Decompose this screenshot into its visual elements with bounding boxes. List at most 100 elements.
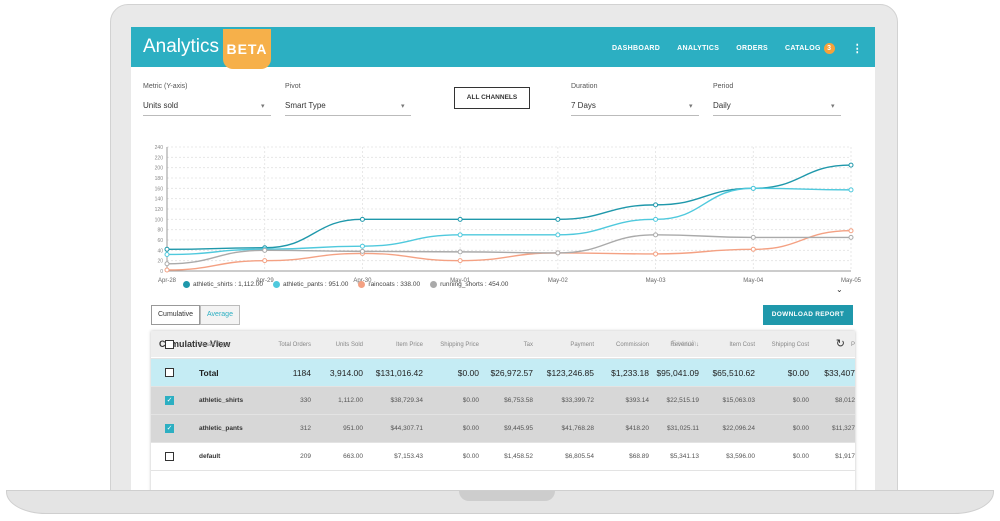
y-tick-label: 100: [155, 217, 164, 223]
legend-item-athletic-pants[interactable]: athletic_pants : 951.00: [272, 281, 349, 288]
row-checkbox[interactable]: ✓: [165, 396, 174, 405]
table-cell: $95,041.09: [656, 368, 699, 378]
column-header: Tax: [523, 342, 533, 348]
table-row[interactable]: default 209 663.00 $7,153.43 $0.00 $1,458.52 $…: [151, 443, 855, 471]
pivot-underline: [285, 115, 411, 116]
y-tick-label: 160: [155, 186, 164, 192]
laptop-frame: Analytics BETA DASHBOARD ANALYTICS ORDER…: [110, 4, 898, 495]
nav-dashboard[interactable]: DASHBOARD: [611, 45, 661, 52]
column-header: Item Price: [395, 342, 423, 348]
legend-label: running_shorts : 454.00: [440, 281, 509, 288]
data-point-raincoats: [262, 258, 268, 264]
table-cell: $0.00: [457, 368, 479, 378]
table-cell: $15,063.03: [722, 397, 755, 404]
x-tick-label: Apr-29: [256, 278, 275, 284]
table-cell: 330: [300, 397, 311, 404]
column-header: Smart Type: [199, 342, 230, 348]
data-point-athletic_pants: [750, 185, 756, 191]
data-point-raincoats: [848, 228, 854, 234]
x-tick-label: May-01: [450, 278, 471, 284]
table-header-bar: Cumulative View Search ↻: [151, 331, 855, 357]
table-row[interactable]: ✓ athletic_pants 312 951.00 $44,307.71 $0.00 $…: [151, 415, 855, 443]
row-label: athletic_pants: [199, 425, 243, 432]
catalog-count-badge: 3: [823, 43, 835, 54]
data-point-raincoats: [653, 251, 659, 257]
more-menu-icon[interactable]: ⋮: [851, 43, 863, 55]
table-cell: $1,458.52: [504, 453, 533, 460]
period-caret-icon[interactable]: ▾: [831, 103, 835, 110]
table-cell: $38,729.34: [390, 397, 423, 404]
legend-swatch: [358, 281, 366, 288]
data-point-athletic_pants: [653, 216, 659, 222]
data-point-athletic_pants: [359, 243, 365, 249]
legend-label: athletic_shirts : 1,112.00: [193, 281, 263, 288]
legend-item-athletic-shirts[interactable]: athletic_shirts : 1,112.00: [183, 281, 263, 288]
table-row[interactable]: ✓ athletic_shirts 330 1,112.00 $38,729.34 $0.…: [151, 387, 855, 415]
all-channels-button[interactable]: ALL CHANNELS: [454, 87, 530, 109]
table-cell: 1184: [292, 368, 311, 378]
data-point-athletic_pants: [555, 232, 561, 238]
table-cell: $68.89: [629, 453, 649, 460]
data-point-raincoats: [164, 267, 170, 273]
x-tick-label: May-03: [646, 278, 667, 284]
row-label: Total: [199, 368, 219, 378]
table-cell: $31,025.11: [666, 425, 699, 432]
row-checkbox[interactable]: ✓: [165, 424, 174, 433]
legend-item-raincoats[interactable]: raincoats : 338.00: [358, 281, 420, 288]
metric-caret-icon[interactable]: ▾: [261, 103, 265, 110]
table-cell: $9,445.95: [504, 425, 533, 432]
cumulative-toggle-button[interactable]: Cumulative: [151, 305, 201, 325]
row-checkbox[interactable]: [165, 452, 174, 461]
nav-catalog-label: CATALOG: [785, 45, 821, 52]
chevron-down-icon[interactable]: ⌄: [836, 285, 843, 294]
pivot-select[interactable]: Smart Type: [285, 101, 326, 110]
app-title: Analytics: [143, 36, 220, 57]
y-tick-label: 180: [155, 176, 164, 182]
column-header: Commission: [615, 342, 649, 348]
laptop-base: [6, 490, 994, 514]
data-point-athletic_shirts: [848, 162, 854, 168]
units-sold-line-chart: 0 20 40 60 80 100 120 140 160 180 200 220 240 Apr-28 A…: [155, 145, 862, 284]
refresh-icon[interactable]: ↻: [835, 338, 845, 350]
chart-legend: athletic_shirts : 1,112.00 athletic_pant…: [183, 281, 508, 288]
table-cell: $0.00: [787, 368, 809, 378]
table-title: Cumulative View: [159, 339, 231, 349]
nav-analytics[interactable]: ANALYTICS: [677, 45, 720, 52]
duration-select[interactable]: 7 Days: [571, 101, 596, 110]
data-point-athletic_shirts: [653, 202, 659, 208]
legend-label: athletic_pants : 951.00: [282, 281, 349, 288]
top-nav: DASHBOARD ANALYTICS ORDERS CATALOG 3 ⋮: [612, 42, 863, 55]
duration-caret-icon[interactable]: ▾: [689, 103, 693, 110]
nav-orders[interactable]: ORDERS: [736, 45, 769, 52]
data-point-athletic_shirts: [457, 216, 463, 222]
table-cell: $33,399.72: [561, 397, 594, 404]
y-tick-label: 40: [157, 248, 163, 254]
row-checkbox[interactable]: [165, 368, 174, 377]
legend-swatch: [183, 281, 190, 288]
column-header: Shipping Price: [440, 342, 479, 348]
data-point-athletic_pants: [164, 251, 170, 257]
table-cell: $3,596.00: [726, 453, 755, 460]
beta-badge: BETA: [223, 29, 271, 69]
table-cell: $0.00: [792, 453, 809, 460]
legend-item-running-shorts[interactable]: running_shorts : 454.00: [430, 281, 508, 288]
series-line-running_shorts: [166, 234, 851, 265]
period-select[interactable]: Daily: [713, 101, 731, 110]
x-tick-label: May-04: [743, 278, 764, 284]
table-cell: $0.00: [462, 397, 479, 404]
table-cell: $0.00: [462, 453, 479, 460]
select-all-checkbox[interactable]: [165, 340, 174, 349]
app-screen: Analytics BETA DASHBOARD ANALYTICS ORDER…: [131, 27, 875, 495]
row-label: athletic_shirts: [199, 397, 244, 404]
y-tick-label: 20: [157, 259, 163, 265]
table-search-input[interactable]: Search: [671, 339, 697, 348]
download-report-button[interactable]: DOWNLOAD REPORT: [763, 305, 853, 325]
metric-select[interactable]: Units sold: [143, 101, 179, 110]
table-cell: $0.00: [462, 425, 479, 432]
data-point-raincoats: [457, 258, 463, 264]
pivot-caret-icon[interactable]: ▾: [401, 103, 405, 110]
duration-underline: [571, 115, 699, 116]
nav-catalog[interactable]: CATALOG 3: [785, 43, 835, 54]
average-toggle-button[interactable]: Average: [200, 305, 240, 325]
metric-underline: [143, 115, 271, 116]
